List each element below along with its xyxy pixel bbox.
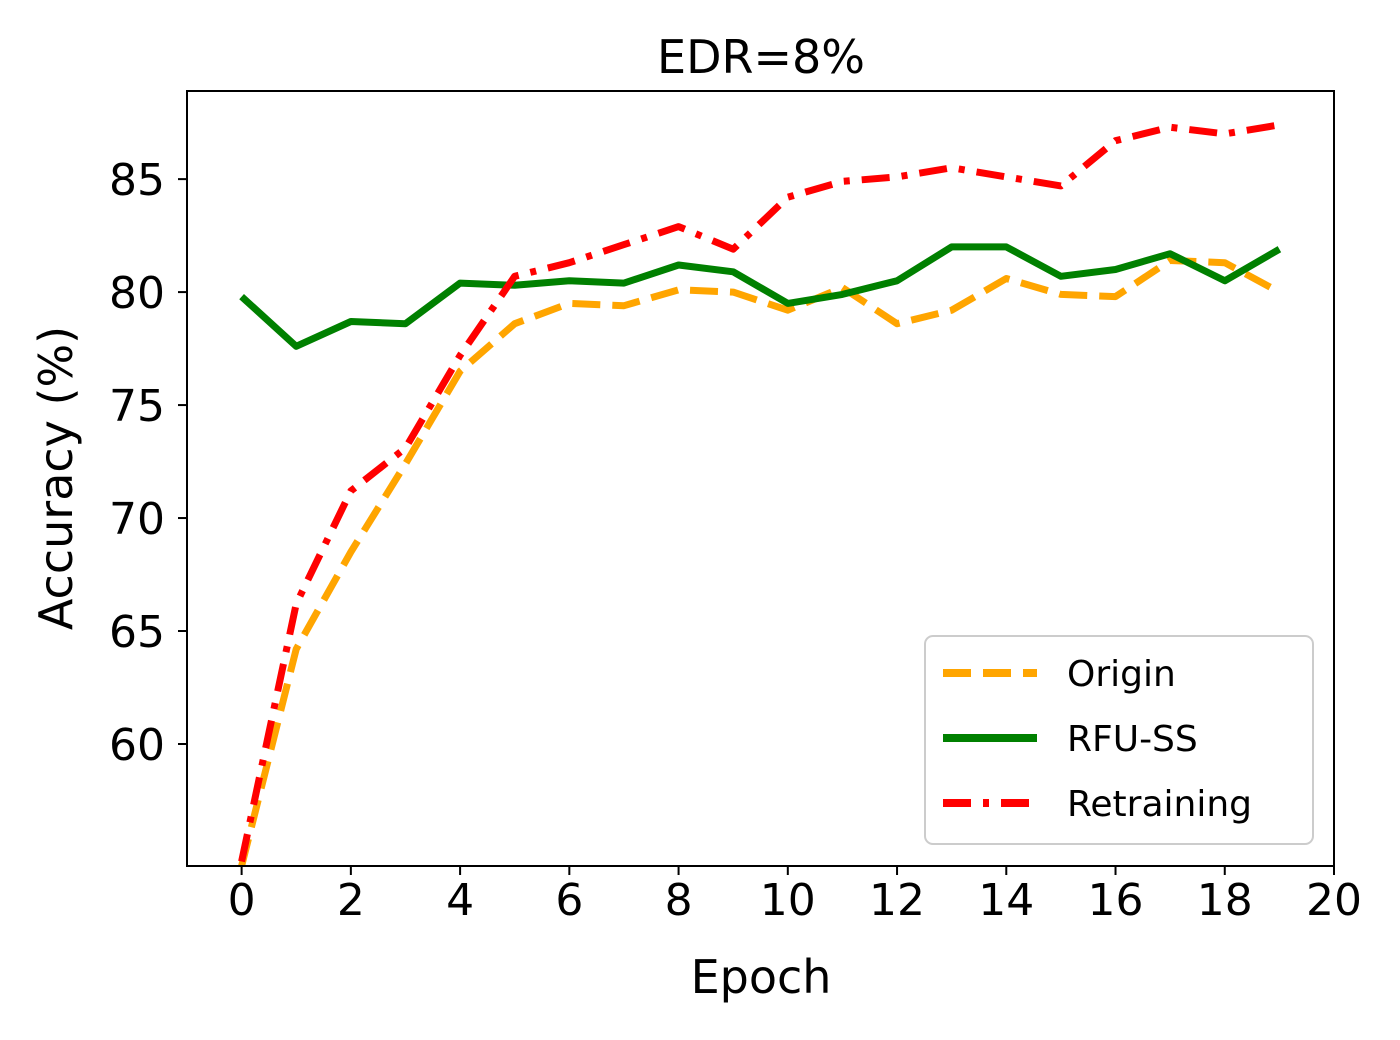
legend-label: Origin xyxy=(1067,654,1176,695)
y-tick-label: 60 xyxy=(109,720,165,771)
y-tick-label: 75 xyxy=(109,381,165,432)
legend-label: Retraining xyxy=(1067,784,1252,825)
x-tick-label: 18 xyxy=(1197,875,1253,926)
x-tick-label: 20 xyxy=(1306,875,1362,926)
x-tick-label: 16 xyxy=(1088,875,1144,926)
series-line-origin xyxy=(238,257,1282,867)
y-axis-label: Accuracy (%) xyxy=(29,326,83,630)
x-tick-label: 12 xyxy=(869,875,925,926)
plot-frame xyxy=(186,90,1335,867)
x-tick-label: 14 xyxy=(978,875,1034,926)
legend: Origin RFU-SS Retraining xyxy=(924,635,1314,845)
x-tick-label: 0 xyxy=(228,875,256,926)
y-tick-label: 80 xyxy=(109,268,165,319)
y-axis: 60 65 70 75 80 85 xyxy=(109,155,187,771)
y-tick-label: 85 xyxy=(109,155,165,206)
y-tick-label: 65 xyxy=(109,607,165,658)
x-tick-label: 10 xyxy=(760,875,816,926)
series-line-retraining xyxy=(238,121,1280,863)
x-tick-label: 8 xyxy=(665,875,693,926)
x-tick-label: 6 xyxy=(555,875,583,926)
series-line-rfu-ss xyxy=(239,243,1282,350)
x-tick-label: 2 xyxy=(337,875,365,926)
x-axis-label: Epoch xyxy=(691,950,832,1004)
y-tick-label: 70 xyxy=(109,494,165,545)
x-tick-label: 4 xyxy=(446,875,474,926)
x-axis: 0 2 4 6 8 10 12 14 16 18 20 xyxy=(228,866,1362,926)
chart-title: EDR=8% xyxy=(657,30,865,84)
legend-label: RFU-SS xyxy=(1067,719,1198,760)
legend-box xyxy=(924,635,1314,845)
series-layer xyxy=(238,121,1282,867)
